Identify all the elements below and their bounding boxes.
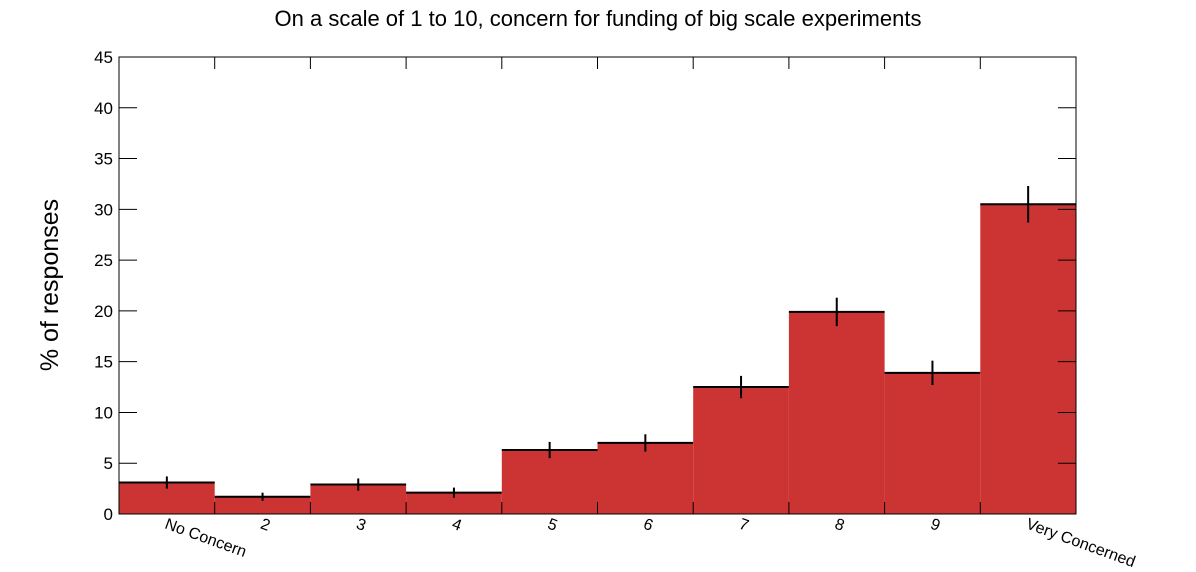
y-tick-label: 0 xyxy=(104,505,113,524)
x-tick-label: 6 xyxy=(641,516,655,535)
y-tick-label: 40 xyxy=(94,99,113,118)
y-tick-label: 45 xyxy=(94,48,113,67)
x-tick-label: 2 xyxy=(258,516,272,535)
x-tick-label: 5 xyxy=(545,516,559,535)
x-tick-label: 4 xyxy=(450,516,464,535)
y-axis-label: % of responses xyxy=(36,199,64,371)
bar xyxy=(406,492,502,514)
bar xyxy=(693,387,789,514)
x-tick-label: 9 xyxy=(928,516,942,535)
bar xyxy=(597,442,694,514)
y-tick-label: 20 xyxy=(94,302,113,321)
y-tick-label: 35 xyxy=(94,150,113,169)
chart-title: On a scale of 1 to 10, concern for fundi… xyxy=(275,6,922,31)
x-tick-label: Very Concerned xyxy=(1024,516,1138,571)
y-tick-label: 30 xyxy=(94,200,113,219)
x-tick-label: No Concern xyxy=(162,516,248,561)
x-tick-label: 7 xyxy=(737,516,751,535)
y-tick-label: 15 xyxy=(94,353,113,372)
y-tick-label: 5 xyxy=(104,454,113,473)
y-tick-label: 10 xyxy=(94,403,113,422)
x-tick-label: 3 xyxy=(354,516,368,535)
bar xyxy=(980,204,1076,514)
bar xyxy=(214,496,311,514)
bar xyxy=(501,450,598,514)
bar xyxy=(884,372,981,514)
x-tick-label: 8 xyxy=(832,516,846,535)
y-tick-label: 25 xyxy=(94,251,113,270)
bar xyxy=(788,311,885,514)
